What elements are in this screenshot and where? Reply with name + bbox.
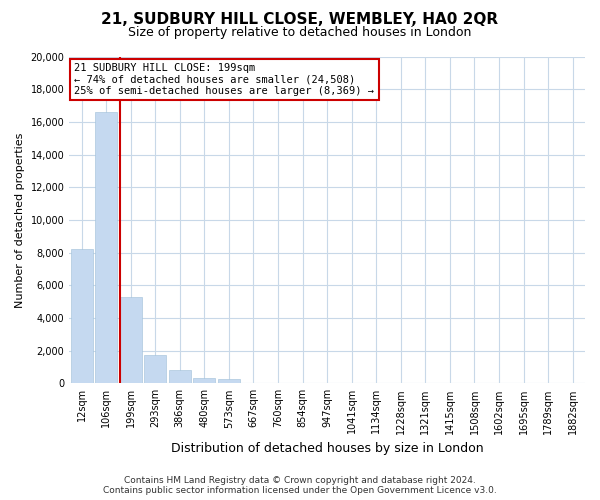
Bar (119, 296, 142, 384)
X-axis label: Distribution of detached houses by size in London: Distribution of detached houses by size … (171, 442, 484, 455)
Bar (71, 250, 92, 384)
Bar (218, 379, 240, 384)
Y-axis label: Number of detached properties: Number of detached properties (15, 132, 25, 308)
Bar (193, 378, 215, 384)
Text: 21, SUDBURY HILL CLOSE, WEMBLEY, HA0 2QR: 21, SUDBURY HILL CLOSE, WEMBLEY, HA0 2QR (101, 12, 499, 28)
Bar (95, 112, 117, 384)
Bar (144, 354, 166, 384)
Text: Contains HM Land Registry data © Crown copyright and database right 2024.
Contai: Contains HM Land Registry data © Crown c… (103, 476, 497, 495)
Text: Size of property relative to detached houses in London: Size of property relative to detached ho… (128, 26, 472, 39)
Bar (169, 370, 191, 384)
Text: 21 SUDBURY HILL CLOSE: 199sqm
← 74% of detached houses are smaller (24,508)
25% : 21 SUDBURY HILL CLOSE: 199sqm ← 74% of d… (74, 63, 374, 96)
